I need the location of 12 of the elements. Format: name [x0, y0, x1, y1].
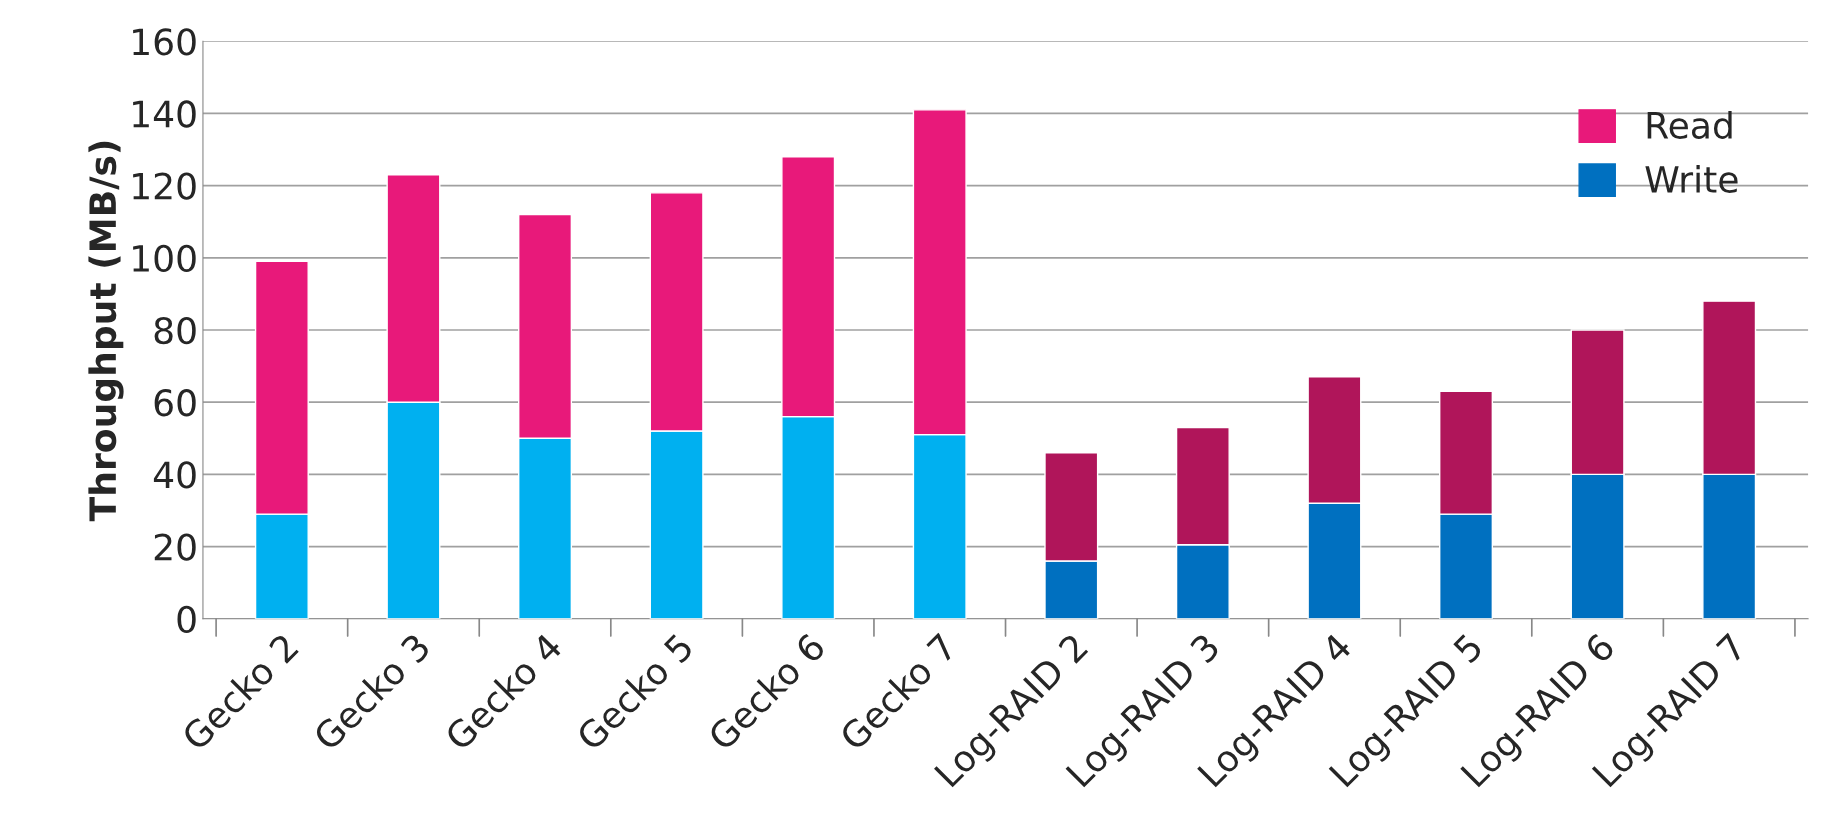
y-axis-title: Throughput (MB/s) — [88, 141, 124, 522]
y-tick-label: 40 — [153, 461, 196, 489]
legend-label: Read — [1647, 110, 1732, 139]
y-tick-label: 140 — [133, 100, 196, 128]
y-tick-label: 80 — [154, 316, 196, 345]
y-tick-label: 0 — [177, 605, 196, 633]
y-tick-label: 100 — [133, 244, 196, 273]
y-tick-label: 120 — [133, 172, 196, 200]
y-tick-label: 60 — [154, 389, 196, 417]
y-tick-label: 160 — [133, 28, 196, 56]
legend-label: Write — [1645, 165, 1738, 193]
y-tick-label: 20 — [154, 533, 196, 561]
